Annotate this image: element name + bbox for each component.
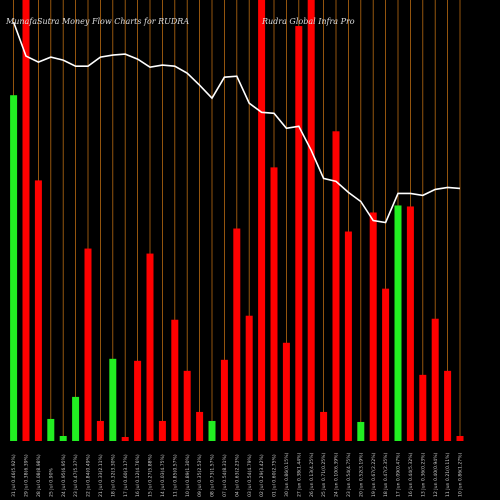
x-tick-label: 13 Jun 0.36(0.23%) bbox=[420, 452, 426, 497]
x-tick-label: 27 Jun 0.38(1.44%) bbox=[296, 452, 302, 497]
bar bbox=[220, 359, 228, 441]
bar bbox=[121, 436, 129, 441]
bar bbox=[419, 374, 427, 441]
bar bbox=[332, 131, 340, 441]
x-tick-label: 10 Jul 0.89(1.30%) bbox=[185, 454, 191, 497]
bar bbox=[22, 0, 30, 441]
bar bbox=[394, 205, 402, 441]
x-tick-label: 25 Jul 0.90% bbox=[48, 467, 54, 497]
bar bbox=[96, 420, 104, 441]
x-tick-label: 17 Jun 0.09(0.47%) bbox=[396, 452, 402, 497]
bar bbox=[258, 0, 266, 441]
bar bbox=[84, 248, 92, 441]
chart-bars bbox=[10, 0, 464, 442]
x-tick-label: 01 Jul 0.60(2.75%) bbox=[272, 454, 278, 497]
bar bbox=[357, 421, 365, 441]
x-tick-label: 11 Jun 0.21(0.11%) bbox=[445, 452, 451, 497]
x-tick-label: 28 Jul 0.08(8.98%) bbox=[36, 454, 42, 497]
bar bbox=[406, 206, 414, 441]
bar bbox=[307, 0, 315, 441]
bar bbox=[109, 358, 117, 441]
bar bbox=[320, 411, 328, 441]
bar bbox=[171, 319, 179, 441]
bar bbox=[233, 228, 241, 441]
bar bbox=[158, 420, 166, 441]
bar bbox=[47, 418, 55, 441]
x-tick-label: 15 Jul 0.27(5.88%) bbox=[148, 454, 154, 497]
x-tick-label: 24 Jul 0.95(6.95%) bbox=[61, 454, 67, 497]
x-tick-label: 12 Jun 0.40(0.94%) bbox=[433, 452, 439, 497]
x-tick-label: 18 Jul 0.32(3.30%) bbox=[110, 454, 116, 497]
x-tick-label: 25 Jun 0.71(0.25%) bbox=[321, 452, 327, 497]
x-tick-label: 14 Jul 0.03(4.75%) bbox=[160, 454, 166, 497]
price-line bbox=[12, 21, 461, 224]
x-tick-label: 17 Jul 0.60(3.17%) bbox=[123, 454, 129, 497]
x-tick-label: 19 Jun 0.67(2.22%) bbox=[371, 452, 377, 497]
x-tick-label: 07 Jul 0.54(8.31%) bbox=[222, 454, 228, 497]
bar bbox=[10, 95, 18, 441]
bar bbox=[344, 231, 352, 441]
bar bbox=[146, 253, 154, 441]
bar bbox=[282, 342, 290, 441]
bar bbox=[34, 180, 42, 441]
x-tick-label: 03 Jul 0.54(4.79%) bbox=[247, 454, 253, 497]
bar bbox=[134, 360, 142, 441]
x-tick-label: 23 Jun 0.54(4.75%) bbox=[346, 452, 352, 497]
x-tick-label: 16 Jun 0.44(5.32%) bbox=[408, 452, 414, 497]
x-tick-label: 11 Jul 0.85(0.57%) bbox=[172, 454, 178, 497]
x-tick-label: 24 Jun 0.10(6.39%) bbox=[334, 452, 340, 497]
x-tick-label: 30 Jun 0.86(0.15%) bbox=[284, 452, 290, 497]
bar bbox=[72, 396, 80, 441]
bar bbox=[245, 315, 253, 441]
x-tick-label: 16 Jul 0.12(4.76%) bbox=[135, 454, 141, 497]
x-tick-label: 18 Jun 0.47(2.35%) bbox=[383, 452, 389, 497]
bar bbox=[295, 26, 303, 442]
bar bbox=[369, 212, 377, 441]
x-tick-label: 08 Jul 0.73(1.57%) bbox=[210, 454, 216, 497]
x-tick-label: 02 Jul 0.29(3.42%) bbox=[259, 454, 265, 497]
x-tick-label: 21 Jul 0.33(2.11%) bbox=[98, 454, 104, 497]
bar bbox=[196, 411, 204, 441]
x-tick-label: 10 Jun 0.86(1.27%) bbox=[458, 452, 464, 497]
bar bbox=[456, 435, 464, 441]
x-tick-label: 31 Jul 0.46(5.92%) bbox=[11, 454, 17, 497]
bar bbox=[59, 435, 67, 441]
x-tick-label: 22 Jul 0.84(0.49%) bbox=[86, 454, 92, 497]
bar bbox=[382, 288, 390, 441]
x-tick-label: 20 Jun 0.52(3.19%) bbox=[358, 452, 364, 497]
bar bbox=[183, 370, 191, 441]
chart-title-left: MunafaSutra Money Flow Charts for RUDRA bbox=[5, 17, 189, 26]
bar bbox=[270, 167, 278, 441]
x-tick-label: 09 Jul 0.35(2.53%) bbox=[197, 454, 203, 497]
bar bbox=[431, 318, 439, 441]
chart-title-right: Rudra Global Infra Pro bbox=[261, 17, 355, 26]
bar bbox=[208, 420, 216, 441]
x-axis-labels: 31 Jul 0.46(5.92%) 29 Jul 0.38(6.39%) 28 J… bbox=[11, 452, 463, 497]
x-tick-label: 23 Jul 0.47(5.37%) bbox=[73, 454, 79, 497]
x-tick-label: 26 Jun 0.13(4.25%) bbox=[309, 452, 315, 497]
x-tick-label: 04 Jul 0.63(2.23%) bbox=[234, 454, 240, 497]
x-tick-label: 29 Jul 0.38(6.39%) bbox=[24, 454, 30, 497]
bar bbox=[444, 370, 452, 441]
